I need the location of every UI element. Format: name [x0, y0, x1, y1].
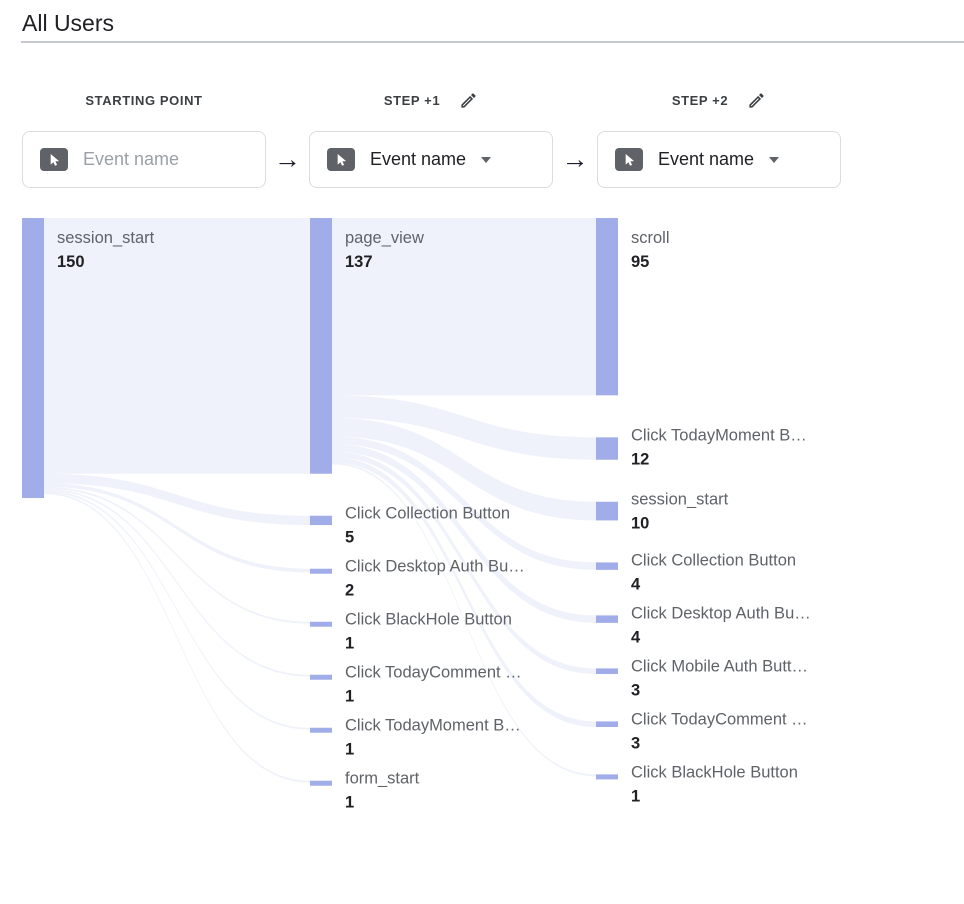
- sankey-flow[interactable]: [332, 218, 596, 396]
- column-header-step-1: STEP +1: [309, 90, 553, 110]
- sankey-node-label: Click BlackHole Button: [631, 763, 798, 781]
- sankey-flow[interactable]: [332, 436, 596, 570]
- sankey-node-label: Click TodayMoment B…: [631, 426, 807, 444]
- sankey-node[interactable]: [310, 780, 332, 786]
- sankey-node[interactable]: [596, 615, 618, 623]
- selector-value: Event name: [658, 149, 755, 169]
- sankey-node[interactable]: [596, 501, 618, 521]
- chevron-down-icon: [481, 156, 492, 163]
- sankey-node-label: Click BlackHole Button: [345, 611, 512, 629]
- sankey-node-label: Click TodayComment …: [345, 664, 522, 682]
- step-1-selector[interactable]: Event name: [309, 131, 553, 188]
- page-title: All Users: [22, 10, 115, 36]
- column-header-label: STEP +2: [671, 92, 729, 108]
- sankey-node-value: 3: [631, 681, 640, 699]
- sankey-flow[interactable]: [332, 462, 596, 777]
- sankey-node-label: Click Collection Button: [631, 551, 796, 569]
- sankey-node[interactable]: [596, 562, 618, 570]
- column-header-starting-point: STARTING POINT: [22, 90, 266, 110]
- edit-step-icon[interactable]: [746, 90, 766, 110]
- sankey-node-value: 1: [345, 741, 354, 759]
- sankey-node[interactable]: [310, 218, 332, 474]
- sankey-node-value: 4: [631, 628, 641, 646]
- sankey-flow[interactable]: [332, 443, 596, 623]
- sankey-node-label: Click Desktop Auth Bu…: [345, 558, 525, 576]
- sankey-flow[interactable]: [332, 417, 596, 521]
- sankey-flow[interactable]: [44, 488, 310, 677]
- sankey-node-value: 1: [345, 794, 354, 812]
- sankey-node-value: 137: [345, 253, 373, 271]
- arrow-right-icon: →: [561, 144, 589, 174]
- sankey-flow[interactable]: [44, 490, 310, 730]
- sankey-node-label: Click TodayComment …: [631, 710, 808, 728]
- sankey-flow[interactable]: [332, 456, 596, 727]
- sankey-flow[interactable]: [44, 486, 310, 624]
- sankey-flow[interactable]: [332, 395, 596, 460]
- sankey-node[interactable]: [596, 218, 618, 396]
- sankey-node-value: 5: [345, 529, 354, 547]
- sankey-flow[interactable]: [44, 218, 310, 474]
- starting-point-selector[interactable]: Event name: [22, 131, 266, 188]
- sankey-flow[interactable]: [44, 483, 310, 573]
- selector-value: Event name: [83, 149, 180, 169]
- sankey-node-label: page_view: [345, 229, 424, 247]
- selector-value: Event name: [370, 149, 467, 169]
- column-header-label: STARTING POINT: [85, 92, 203, 108]
- sankey-node-value: 1: [345, 635, 354, 653]
- chevron-down-icon: [769, 156, 780, 163]
- arrow-right-icon: →: [274, 144, 301, 174]
- sankey-node-value: 95: [631, 253, 649, 271]
- sankey-node[interactable]: [310, 727, 332, 733]
- sankey-node[interactable]: [596, 437, 618, 460]
- step-2-selector[interactable]: Event name: [597, 131, 841, 188]
- sankey-node[interactable]: [310, 674, 332, 680]
- sankey-flow[interactable]: [44, 473, 310, 526]
- sankey-node-value: 10: [631, 515, 649, 533]
- sankey-node-label: Click Mobile Auth Butt…: [631, 657, 808, 675]
- pointer-icon: [615, 148, 643, 171]
- sankey-node-label: Click Collection Button: [345, 505, 510, 523]
- sankey-node[interactable]: [310, 621, 332, 627]
- sankey-node[interactable]: [596, 774, 618, 780]
- sankey-node-label: Click Desktop Auth Bu…: [631, 604, 811, 622]
- sankey-node-label: form_start: [345, 770, 420, 788]
- column-header-step-2: STEP +2: [597, 90, 841, 110]
- path-sankey-chart: session_start 150 page_view 137 Click Collec…: [22, 218, 811, 812]
- sankey-node[interactable]: [310, 568, 332, 574]
- sankey-node-label: session_start: [57, 229, 155, 247]
- sankey-flow[interactable]: [332, 451, 596, 674]
- sankey-node-value: 4: [631, 575, 641, 593]
- pointer-icon: [40, 148, 68, 171]
- sankey-node-value: 12: [631, 450, 649, 468]
- pointer-icon: [327, 148, 355, 171]
- sankey-flow[interactable]: [44, 492, 310, 783]
- sankey-node[interactable]: [310, 515, 332, 526]
- sankey-node-value: 2: [345, 582, 354, 600]
- edit-step-icon[interactable]: [458, 90, 478, 110]
- sankey-node-value: 1: [631, 787, 640, 805]
- sankey-node-value: 3: [631, 734, 640, 752]
- sankey-node[interactable]: [22, 218, 44, 498]
- column-header-label: STEP +1: [383, 92, 441, 108]
- sankey-node-value: 1: [345, 688, 354, 706]
- divider: [21, 41, 964, 43]
- sankey-node-value: 150: [57, 253, 85, 271]
- sankey-node-label: scroll: [631, 229, 670, 247]
- sankey-node[interactable]: [596, 668, 618, 674]
- sankey-node-label: session_start: [631, 491, 729, 509]
- sankey-node-label: Click TodayMoment B…: [345, 717, 521, 735]
- sankey-node[interactable]: [596, 721, 618, 727]
